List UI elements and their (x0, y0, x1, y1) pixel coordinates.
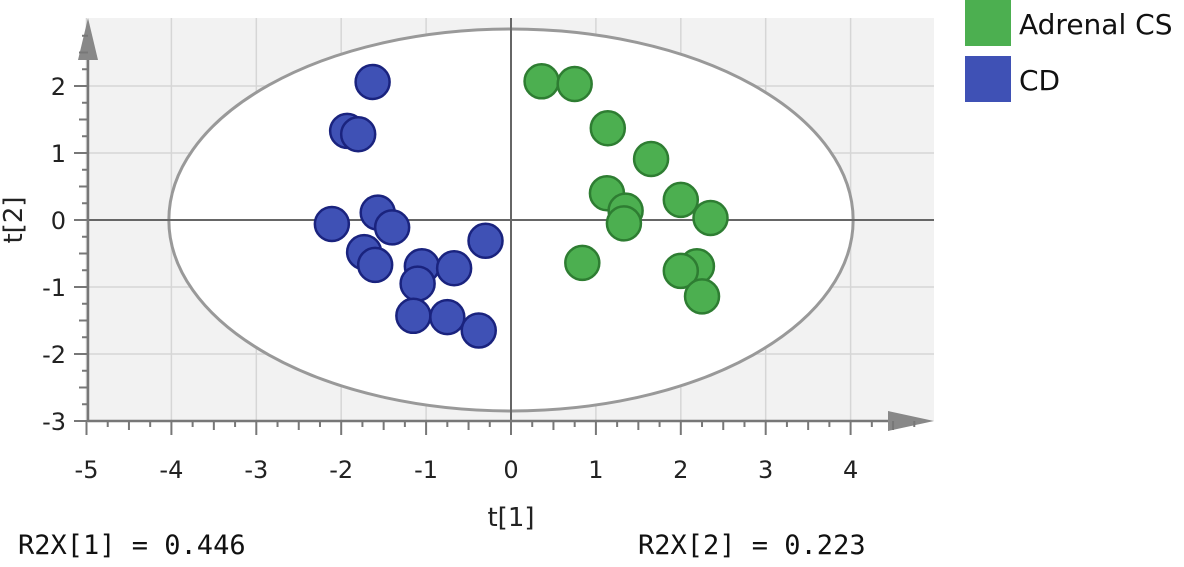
data-point-adrenal-cs (605, 205, 643, 242)
x-tick-label: -5 (75, 456, 99, 484)
y-axis-arrow (78, 18, 98, 60)
data-point-cd (429, 298, 466, 336)
data-point-cd (467, 222, 504, 260)
legend-swatch-cd (965, 56, 1011, 102)
data-point-adrenal-cs (683, 278, 721, 315)
data-point-adrenal-cs (692, 199, 729, 237)
data-point-adrenal-cs (523, 63, 560, 100)
data-point-adrenal-cs (589, 109, 627, 147)
x-axis-title: t[1] (487, 503, 534, 533)
axes (74, 18, 934, 435)
x-axis-arrow (888, 411, 934, 431)
x-tick-label: 0 (503, 456, 518, 484)
data-points (313, 63, 729, 349)
data-point-cd (460, 312, 497, 349)
data-point-adrenal-cs (564, 244, 601, 282)
y-axis-title: t[2] (0, 196, 29, 243)
x-tick-label: -2 (329, 456, 353, 484)
y-tick-label: 2 (51, 73, 66, 101)
y-tick-label: 1 (51, 140, 66, 168)
data-point-cd (339, 115, 377, 153)
y-tick-label: -2 (42, 341, 66, 369)
legend: Adrenal CS CD (965, 0, 1172, 102)
data-point-cd (356, 246, 394, 284)
x-tick-label: -1 (414, 456, 438, 484)
r2x-component-1: R2X[1] = 0.446 (18, 530, 246, 561)
legend-label-adrenal-cs: Adrenal CS (1019, 8, 1172, 41)
legend-swatch-adrenal-cs (965, 0, 1011, 46)
data-point-cd (373, 209, 411, 246)
y-tick-label: -1 (42, 274, 66, 302)
data-point-adrenal-cs (556, 65, 593, 103)
data-point-adrenal-cs (662, 252, 700, 290)
x-tick-label: 3 (758, 456, 773, 484)
data-point-cd (399, 265, 436, 302)
x-tick-label: -3 (244, 456, 268, 484)
x-tick-label: 1 (588, 456, 603, 484)
legend-label-cd: CD (1019, 64, 1060, 97)
data-point-cd (395, 297, 432, 335)
data-point-cd (313, 205, 351, 243)
x-tick-label: 4 (843, 456, 858, 484)
data-point-cd (435, 249, 473, 287)
y-tick-label: -3 (42, 408, 66, 436)
x-tick-label: 2 (673, 456, 688, 484)
tick-labels: -5 -4 -3 -2 -1 0 1 2 3 4 -3 -2 -1 0 1 2 (42, 73, 858, 484)
data-point-adrenal-cs (662, 181, 700, 219)
x-tick-label: -4 (159, 456, 183, 484)
data-point-cd (354, 63, 391, 101)
y-tick-label: 0 (51, 207, 66, 235)
data-point-adrenal-cs (632, 140, 670, 178)
r2x-component-2: R2X[2] = 0.223 (638, 530, 866, 561)
